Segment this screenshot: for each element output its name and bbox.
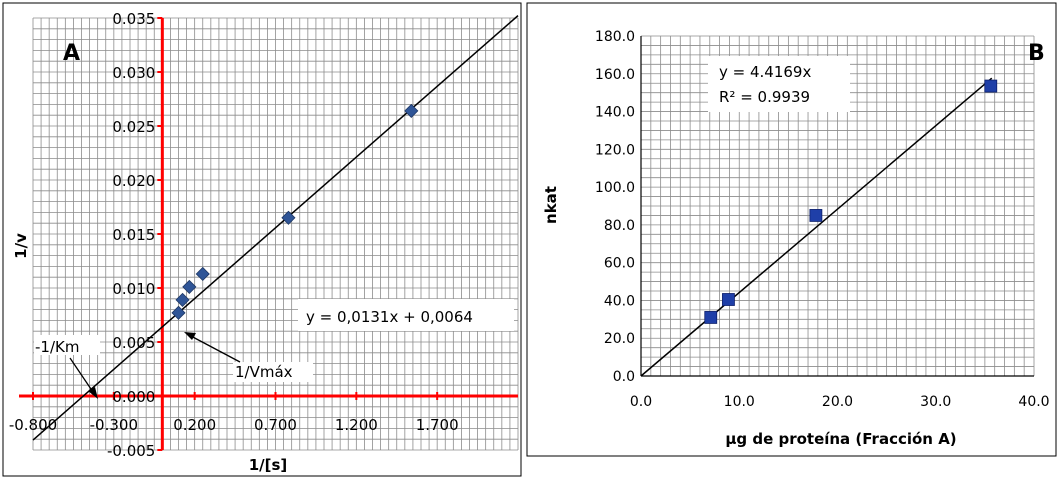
x-tick-label-a: 0.700 [254, 416, 297, 434]
equation-a: y = 0,0131x + 0,0064 [306, 308, 473, 326]
data-point-a [182, 279, 197, 294]
chart-a-tick-labels: -0.005 0.000 0.005 0.010 0.015 0.020 0.025 0.03… [9, 10, 459, 460]
data-point-a [171, 305, 186, 320]
y-tick-label-a: 0.010 [112, 280, 155, 298]
y-tick-label-a: 0.025 [112, 118, 155, 136]
y-tick-label-a: 0.035 [112, 10, 155, 28]
y-tick-label-a: 0.015 [112, 226, 155, 244]
chart-b-points [704, 79, 998, 324]
x-tick-label-b: 30.0 [920, 394, 951, 410]
x-axis-label-b: µg de proteína (Fracción A) [725, 430, 956, 448]
x-tick-label-b: 0.0 [630, 394, 652, 410]
trendline-b [640, 77, 993, 377]
km-arrow [69, 357, 96, 396]
y-tick-label-a: 0.000 [112, 388, 155, 406]
y-tick-label-b: 140.0 [595, 105, 635, 121]
y-tick-label-b: 0.0 [613, 369, 635, 385]
data-point-a [281, 210, 296, 225]
data-point-b [722, 293, 735, 306]
chart-b-tick-labels: 0.0 20.0 40.0 60.0 80.0 100.0 120.0 140.0 160.0 1… [595, 29, 1050, 410]
y-tick-label-b: 60.0 [604, 256, 635, 272]
y-tick-label-b: 160.0 [595, 67, 635, 83]
data-point-a [404, 103, 419, 118]
y-tick-label-b: 40.0 [604, 293, 635, 309]
chart-a-axes [19, 17, 518, 451]
y-tick-label-a: 0.030 [112, 64, 155, 82]
data-point-a [175, 292, 190, 307]
y-tick-label-b: 120.0 [595, 142, 635, 158]
y-tick-label-a: 0.005 [112, 334, 155, 352]
x-tick-label-a: 1.200 [335, 416, 378, 434]
r-squared-b: R² = 0.9939 [719, 88, 810, 106]
data-point-b [809, 209, 823, 222]
x-tick-label-b: 20.0 [822, 394, 853, 410]
km-label-box [34, 335, 100, 355]
x-tick-label-a: -0.300 [90, 416, 138, 434]
panel-label-b: B [1028, 41, 1045, 66]
y-axis-label-b: nkat [542, 186, 560, 224]
vmax-arrowhead [184, 332, 196, 340]
vmax-arrow [188, 334, 241, 363]
chart-a-points [171, 103, 419, 320]
chart-b-trendline [640, 77, 993, 377]
equation-a-box [298, 299, 514, 331]
equation-b: y = 4.4169x [719, 63, 811, 81]
x-axis-label-a: 1/[s] [249, 456, 288, 474]
chart-a: -0.005 0.000 0.005 0.010 0.015 0.020 0.025 0.03… [2, 2, 522, 477]
chart-a-trendline [32, 15, 519, 441]
equation-b-box [708, 56, 850, 112]
x-tick-label-a: 0.200 [173, 416, 216, 434]
panel-label-a: A [63, 41, 80, 66]
data-point-a [195, 266, 210, 282]
km-label: -1/Km [35, 338, 79, 356]
x-tick-label-b: 40.0 [1018, 394, 1049, 410]
y-tick-label-b: 180.0 [595, 29, 635, 45]
chart-b-axes [640, 36, 1034, 377]
km-arrowhead [88, 387, 98, 399]
data-point-b [984, 79, 998, 93]
x-tick-label-a: 1.700 [416, 416, 459, 434]
chart-a-grid [32, 17, 519, 451]
y-tick-label-b: 80.0 [604, 218, 635, 234]
y-tick-label-a: 0.020 [112, 172, 155, 190]
x-tick-label-b: 10.0 [724, 394, 755, 410]
y-tick-label-b: 100.0 [595, 180, 635, 196]
trendline-a [32, 15, 519, 441]
vmax-label: 1/Vmáx [235, 363, 293, 381]
chart-b: 0.0 20.0 40.0 60.0 80.0 100.0 120.0 140.0 160.0 1… [526, 2, 1057, 457]
vmax-label-box [233, 362, 313, 382]
y-tick-label-a: -0.005 [107, 442, 155, 460]
y-tick-label-b: 20.0 [604, 331, 635, 347]
y-axis-label-a: 1/v [12, 233, 30, 259]
data-point-b [704, 311, 718, 324]
x-tick-label-a: -0.800 [9, 416, 57, 434]
